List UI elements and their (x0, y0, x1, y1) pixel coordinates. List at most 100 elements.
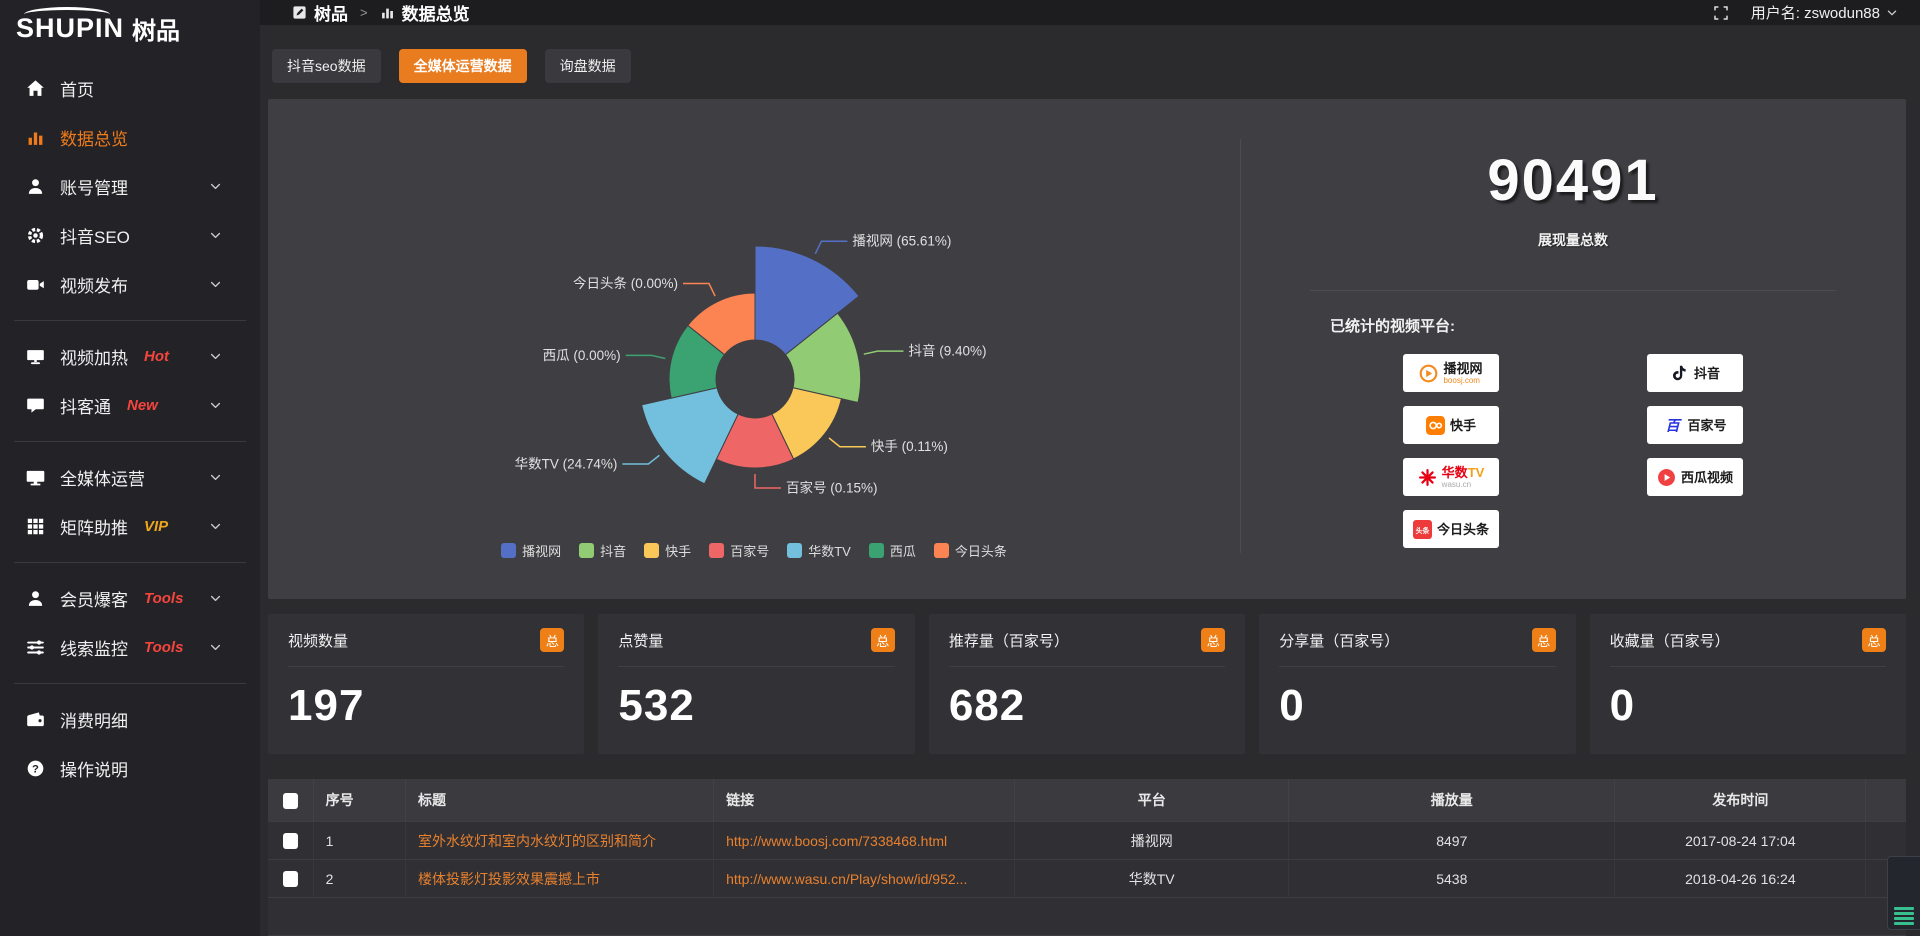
stat-card-share-count: 分享量（百家号） 总 0 (1259, 614, 1576, 754)
legend-swatch (933, 543, 949, 558)
legend-label: 播视网 (522, 544, 562, 559)
legend-item[interactable]: 抖音 (579, 541, 626, 560)
chevron-down-icon (209, 350, 222, 363)
pie-slice-4[interactable] (641, 387, 739, 485)
baijiahao-logo: 百 (1663, 416, 1683, 435)
stat-card-title: 视频数量 (288, 632, 349, 650)
breadcrumb-item-data-overview[interactable]: 数据总览 (380, 0, 470, 25)
videos-table: 序号 标题 链接 平台 播放量 发布时间 1 室外水纹灯和室内水纹灯的区别和简介 http:/… (268, 779, 1906, 936)
platform-name: 播视网 (1443, 360, 1483, 376)
platform-badge-douyin[interactable]: 抖音 (1647, 354, 1743, 392)
home-icon (26, 79, 46, 99)
menu-divider (14, 320, 246, 321)
sidebar-item-data-overview[interactable]: 数据总览 (0, 113, 260, 162)
sidebar-item-label: 账号管理 (60, 179, 128, 198)
total-badge[interactable]: 总 (540, 628, 565, 652)
tab-all-media-operation-data[interactable]: 全媒体运营数据 (398, 49, 527, 83)
app-logo[interactable]: SHUPIN 树品 (0, 0, 260, 56)
cell-title[interactable]: 楼体投影灯投影效果震撼上市 (405, 859, 715, 898)
user-icon (26, 177, 46, 197)
platform-badge-baijiahao[interactable]: 百百家号 (1647, 406, 1743, 444)
platform-share-chart: 播视网 (65.61%) 抖音 (9.40%) 快手 (0.11%) 百家号 (0.1… (268, 99, 1240, 599)
sidebar-item-label: 矩阵助推 (60, 519, 128, 538)
sidebar-item-member-baoke[interactable]: 会员爆客 Tools (0, 574, 260, 623)
tab-inquiry-data[interactable]: 询盘数据 (544, 49, 631, 83)
pie-slice-1[interactable] (784, 312, 862, 404)
stat-card-video-count: 视频数量 总 197 (268, 614, 585, 754)
sidebar-item-consumption-details[interactable]: 消费明细 (0, 695, 260, 744)
row-checkbox[interactable] (282, 833, 298, 850)
legend-item[interactable]: 西瓜 (868, 541, 916, 560)
chevron-down-icon (209, 471, 222, 484)
pie-label-line (828, 437, 866, 448)
menu-tag-new: New (127, 397, 158, 414)
legend-item[interactable]: 今日头条 (933, 541, 1007, 560)
sliders-icon (26, 638, 46, 658)
sidebar-item-video-heating[interactable]: 视频加热 Hot (0, 332, 260, 381)
platform-subtext: wasu.cn (1441, 479, 1472, 489)
main-area: 树品 > 数据总览 用户名: zswodun88 抖音seo数据 全媒体运营数据 询盘数… (260, 0, 1920, 936)
platform-badge-toutiao[interactable]: 头条 今日头条 (1403, 510, 1499, 548)
legend-item[interactable]: 华数TV (787, 541, 851, 560)
column-header: 发布时间 (1614, 779, 1867, 822)
platform-badge-xigua[interactable]: 西瓜视频 (1647, 458, 1743, 496)
pie-slice-6[interactable] (687, 292, 756, 356)
sidebar-item-all-media-operation[interactable]: 全媒体运营 (0, 453, 260, 502)
platform-subtext: boosj.com (1443, 375, 1480, 385)
stat-card-title: 分享量（百家号） (1279, 632, 1400, 650)
user-menu[interactable]: 用户名: zswodun88 (1751, 2, 1898, 23)
legend-label: 百家号 (730, 544, 770, 559)
platform-badge-wasu[interactable]: 华数TV wasu.cn (1403, 458, 1499, 496)
floating-extension-widget[interactable] (1887, 856, 1920, 930)
cell-title[interactable]: 室外水纹灯和室内水纹灯的区别和简介 (405, 821, 715, 860)
cell-plays: 5438 (1288, 859, 1616, 898)
sidebar-item-douyin-seo[interactable]: 抖音SEO (0, 211, 260, 260)
menu-tag-vip: VIP (144, 518, 169, 535)
sidebar-item-home[interactable]: 首页 (0, 64, 260, 113)
member-icon (26, 589, 46, 609)
legend-item[interactable]: 播视网 (501, 541, 561, 560)
sidebar-item-operation-guide[interactable]: ? 操作说明 (0, 744, 260, 793)
sidebar-item-lead-monitoring[interactable]: 线索监控 Tools (0, 623, 260, 672)
username-label: 用户名: zswodun88 (1750, 5, 1880, 22)
chevron-down-icon (209, 592, 222, 605)
column-header: 链接 (713, 779, 1016, 822)
bar-chart-icon (380, 5, 395, 20)
legend-item[interactable]: 百家号 (709, 541, 769, 560)
pie-label: 今日头条 (0.00%) (573, 275, 678, 291)
pie-label-line (683, 282, 716, 297)
sidebar-item-label: 首页 (60, 81, 94, 100)
sidebar-item-account-management[interactable]: 账号管理 (0, 162, 260, 211)
platform-badge-boosj[interactable]: 播视网 boosj.com (1403, 354, 1499, 392)
stat-card-header: 推荐量（百家号） 总 (948, 614, 1226, 667)
cell-link[interactable]: http://www.wasu.cn/Play/show/id/952... (713, 859, 1016, 898)
svg-text:头条: 头条 (1416, 525, 1430, 534)
platform-badge-kuaishou[interactable]: 快手 (1403, 406, 1499, 444)
legend-swatch (787, 543, 803, 558)
total-badge[interactable]: 总 (1201, 628, 1226, 652)
fullscreen-icon[interactable] (1713, 5, 1729, 21)
legend-label: 西瓜 (889, 544, 916, 559)
breadcrumb-item-shupin[interactable]: 树品 (292, 0, 348, 25)
tab-douyin-seo-data[interactable]: 抖音seo数据 (272, 49, 381, 83)
sidebar-item-douketong[interactable]: 抖客通 New (0, 381, 260, 430)
sidebar-item-matrix-boost[interactable]: 矩阵助推 VIP (0, 502, 260, 551)
stat-card-value: 0 (1279, 681, 1305, 730)
cell-link[interactable]: http://www.boosj.com/7338468.html (713, 821, 1016, 860)
total-badge[interactable]: 总 (1862, 628, 1887, 652)
table-header-row: 序号 标题 链接 平台 播放量 发布时间 (268, 779, 1906, 822)
total-badge[interactable]: 总 (1531, 628, 1556, 652)
row-select-cell (268, 821, 314, 860)
total-badge[interactable]: 总 (870, 628, 895, 652)
topbar: 树品 > 数据总览 用户名: zswodun88 (260, 0, 1920, 25)
wallet-icon (26, 710, 46, 730)
pie-slice-0[interactable] (754, 245, 860, 356)
legend-item[interactable]: 快手 (644, 541, 691, 560)
row-checkbox[interactable] (282, 871, 298, 888)
chevron-down-icon (1887, 9, 1897, 15)
sidebar-item-video-publish[interactable]: 视频发布 (0, 260, 260, 309)
platform-name: 华数TV (1441, 464, 1485, 480)
select-all-checkbox[interactable] (282, 792, 298, 809)
pie-label-line (814, 240, 848, 255)
